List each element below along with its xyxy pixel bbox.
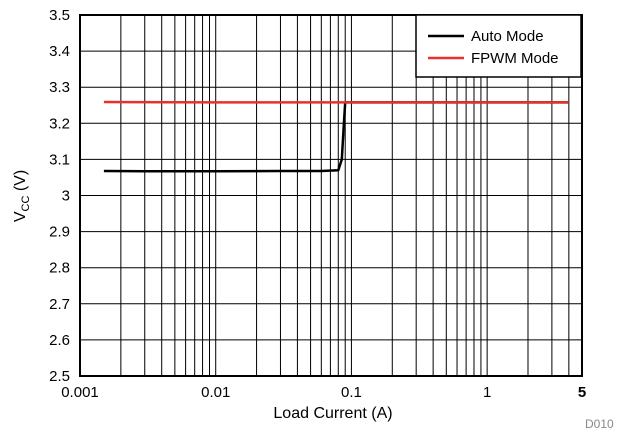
y-axis-title-unit: (V) — [12, 170, 29, 196]
x-tick-label: 5 — [578, 384, 586, 401]
plot-frame — [79, 14, 583, 377]
y-tick-labels: 2.5 2.6 2.7 2.8 2.9 3 3.1 3.2 3.3 3.4 3.5 — [49, 7, 70, 385]
legend: Auto Mode FPWM Mode — [415, 14, 582, 78]
x-tick-label: 0.001 — [61, 384, 99, 401]
y-tick-label: 3.4 — [49, 43, 70, 60]
x-axis-title: Load Current (A) — [273, 405, 392, 422]
legend-label-auto-mode: Auto Mode — [471, 28, 544, 45]
x-tick-labels: 0.001 0.01 0.1 1 5 — [61, 384, 586, 401]
y-tick-label: 2.5 — [49, 368, 70, 385]
y-tick-label: 3.1 — [49, 151, 70, 168]
y-tick-label: 3.3 — [49, 79, 70, 96]
y-tick-label: 2.8 — [49, 260, 70, 277]
y-tick-label: 3 — [62, 188, 70, 205]
x-tick-label: 1 — [483, 384, 491, 401]
legend-label-fpwm-mode: FPWM Mode — [471, 50, 559, 67]
y-tick-label: 2.6 — [49, 332, 70, 349]
y-tick-label: 3.2 — [49, 115, 70, 132]
legend-box — [415, 14, 582, 78]
y-axis-title: VCC (V) — [12, 170, 32, 222]
x-tick-label: 0.01 — [201, 384, 230, 401]
series-auto-mode — [103, 101, 569, 173]
y-tick-label: 2.9 — [49, 224, 70, 241]
y-tick-label: 3.5 — [49, 7, 70, 24]
x-tick-label: 0.1 — [341, 384, 362, 401]
y-axis-title-subscript: CC — [20, 196, 32, 212]
figure-id: D010 — [585, 417, 614, 431]
series-layer — [103, 100, 569, 173]
y-tick-label: 2.7 — [49, 296, 70, 313]
